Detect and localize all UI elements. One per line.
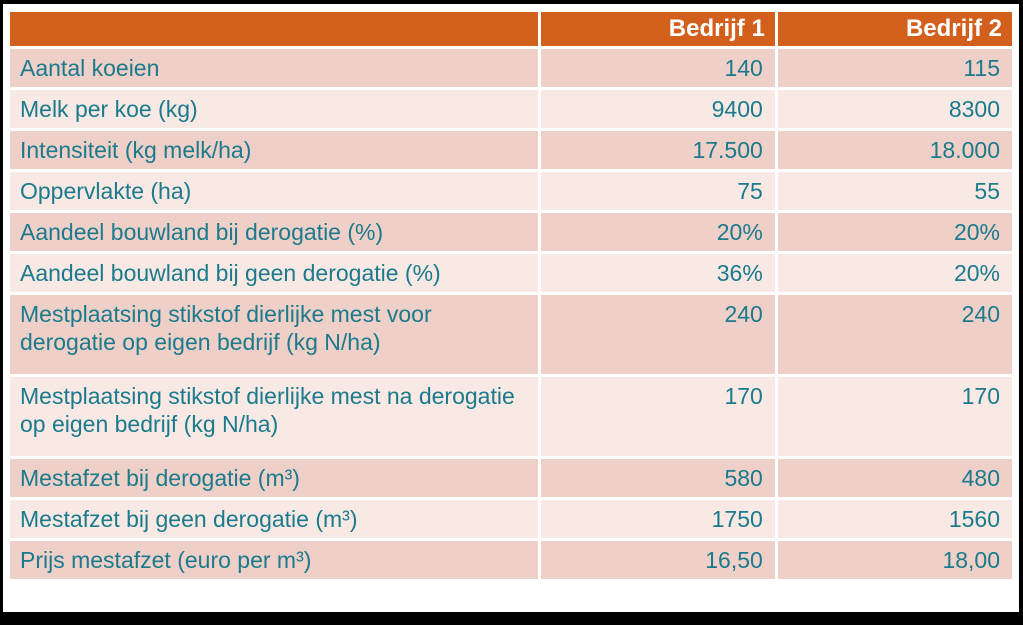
- bedrijf-2-value: 20%: [774, 210, 1016, 254]
- row-label: Mestafzet bij derogatie (m³): [7, 456, 541, 500]
- table-header: Bedrijf 1 Bedrijf 2: [7, 9, 1016, 49]
- bedrijf-2-value: 115: [774, 46, 1016, 90]
- bedrijf-2-value: 1560: [774, 497, 1016, 541]
- table-row: Oppervlakte (ha) 75 55: [7, 169, 1016, 213]
- header-row: Bedrijf 1 Bedrijf 2: [7, 9, 1016, 49]
- column-header-bedrijf-2: Bedrijf 2: [774, 9, 1016, 49]
- bedrijf-1-value: 240: [537, 292, 778, 377]
- row-label: Oppervlakte (ha): [7, 169, 541, 213]
- bedrijf-1-value: 170: [537, 374, 778, 459]
- row-label: Prijs mestafzet (euro per m³): [7, 538, 541, 582]
- row-label: Aantal koeien: [7, 46, 541, 90]
- table-row: Mestafzet bij derogatie (m³) 580 480: [7, 456, 1016, 500]
- bedrijf-2-value: 480: [774, 456, 1016, 500]
- bedrijf-1-value: 36%: [537, 251, 778, 295]
- bedrijf-1-value: 140: [537, 46, 778, 90]
- row-label: Intensiteit (kg melk/ha): [7, 128, 541, 172]
- bedrijf-1-value: 75: [537, 169, 778, 213]
- bedrijf-1-value: 9400: [537, 87, 778, 131]
- bedrijf-2-value: 8300: [774, 87, 1016, 131]
- bedrijf-2-value: 240: [774, 292, 1016, 377]
- bedrijf-2-value: 20%: [774, 251, 1016, 295]
- bedrijf-2-value: 18.000: [774, 128, 1016, 172]
- table-row: Mestplaatsing stikstof dierlijke mest na…: [7, 374, 1016, 459]
- table-row: Mestafzet bij geen derogatie (m³) 1750 1…: [7, 497, 1016, 541]
- bedrijf-2-value: 55: [774, 169, 1016, 213]
- row-label: Aandeel bouwland bij geen derogatie (%): [7, 251, 541, 295]
- table-row: Aantal koeien 140 115: [7, 46, 1016, 90]
- bedrijf-2-value: 170: [774, 374, 1016, 459]
- row-label: Mestplaatsing stikstof dierlijke mest na…: [7, 374, 541, 459]
- table-row: Melk per koe (kg) 9400 8300: [7, 87, 1016, 131]
- table-row: Aandeel bouwland bij derogatie (%) 20% 2…: [7, 210, 1016, 254]
- row-label: Melk per koe (kg): [7, 87, 541, 131]
- bedrijf-1-value: 580: [537, 456, 778, 500]
- farm-comparison-table: Bedrijf 1 Bedrijf 2 Aantal koeien 140 11…: [7, 9, 1016, 582]
- table-row: Mestplaatsing stikstof dierlijke mest vo…: [7, 292, 1016, 377]
- bedrijf-1-value: 20%: [537, 210, 778, 254]
- column-header-empty: [7, 9, 541, 49]
- row-label: Mestafzet bij geen derogatie (m³): [7, 497, 541, 541]
- table-row: Aandeel bouwland bij geen derogatie (%) …: [7, 251, 1016, 295]
- table-row: Prijs mestafzet (euro per m³) 16,50 18,0…: [7, 538, 1016, 582]
- column-header-bedrijf-1: Bedrijf 1: [537, 9, 778, 49]
- bedrijf-2-value: 18,00: [774, 538, 1016, 582]
- row-label: Aandeel bouwland bij derogatie (%): [7, 210, 541, 254]
- bedrijf-1-value: 17.500: [537, 128, 778, 172]
- table-row: Intensiteit (kg melk/ha) 17.500 18.000: [7, 128, 1016, 172]
- row-label: Mestplaatsing stikstof dierlijke mest vo…: [7, 292, 541, 377]
- bedrijf-1-value: 1750: [537, 497, 778, 541]
- bedrijf-1-value: 16,50: [537, 538, 778, 582]
- slide-background: Bedrijf 1 Bedrijf 2 Aantal koeien 140 11…: [3, 4, 1019, 612]
